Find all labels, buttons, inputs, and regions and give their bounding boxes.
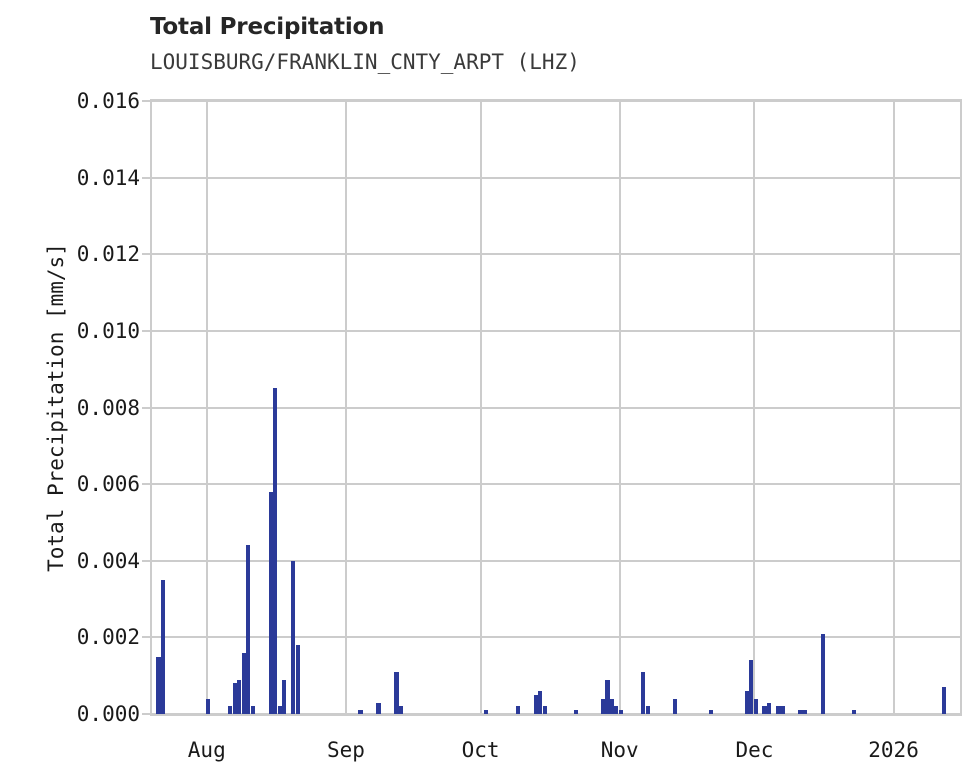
bar <box>295 645 300 714</box>
x-tick-label: Oct <box>461 738 500 762</box>
gridline-horizontal <box>152 406 960 409</box>
bar <box>358 710 363 714</box>
bar <box>515 706 520 714</box>
chart-title: Total Precipitation <box>150 14 385 40</box>
gridline-horizontal <box>152 636 960 639</box>
y-tick-mark <box>142 713 150 715</box>
bar <box>398 706 403 714</box>
bar <box>820 633 825 714</box>
y-tick-mark <box>142 483 150 486</box>
bar <box>802 710 807 714</box>
plot-inner <box>152 101 960 714</box>
gridline-vertical <box>205 101 208 714</box>
y-tick-mark <box>142 253 150 256</box>
gridline-vertical <box>753 101 756 714</box>
bar <box>780 706 785 714</box>
gridline-vertical <box>618 101 621 714</box>
bar <box>542 706 547 714</box>
bar <box>376 702 381 714</box>
bar <box>605 679 610 714</box>
chart-subtitle: LOUISBURG/FRANKLIN_CNTY_ARPT (LHZ) <box>150 50 580 74</box>
x-tick-label: Aug <box>187 738 226 762</box>
bar <box>156 656 161 714</box>
bar <box>268 491 273 714</box>
bar <box>618 710 623 714</box>
y-tick-mark <box>142 636 150 639</box>
bar <box>645 706 650 714</box>
bar <box>573 710 579 714</box>
bar <box>775 706 781 714</box>
y-tick-mark <box>142 329 150 332</box>
y-tick-mark <box>142 100 150 102</box>
bar <box>160 579 166 714</box>
x-tick-label: Dec <box>735 738 774 762</box>
gridline-horizontal <box>152 101 960 102</box>
bar <box>246 545 251 714</box>
y-tick-mark <box>142 176 150 179</box>
x-tick-label: 2026 <box>868 738 919 762</box>
y-tick-label: 0.012 <box>76 242 140 267</box>
bar <box>852 710 857 714</box>
bar <box>942 687 947 714</box>
bar <box>609 698 614 714</box>
gridline-horizontal <box>152 559 960 562</box>
bar <box>533 694 538 714</box>
bar <box>484 710 489 714</box>
bar <box>205 698 210 714</box>
gridline-horizontal <box>152 329 960 332</box>
bar <box>250 706 255 714</box>
y-tick-label: 0.000 <box>76 702 140 726</box>
y-tick-label: 0.002 <box>76 625 140 650</box>
bar <box>282 679 287 714</box>
bar <box>394 671 399 714</box>
gridline-vertical <box>344 101 347 714</box>
y-tick-label: 0.014 <box>76 165 140 190</box>
y-tick-mark <box>142 559 150 562</box>
bar <box>600 698 605 714</box>
bar <box>273 388 278 714</box>
gridline-horizontal <box>152 176 960 179</box>
gridline-vertical <box>892 101 895 714</box>
y-tick-mark <box>142 406 150 409</box>
bar <box>614 706 619 714</box>
y-tick-label: 0.010 <box>76 318 140 343</box>
gridline-vertical <box>479 101 482 714</box>
y-tick-label: 0.016 <box>76 89 140 113</box>
bar <box>241 652 246 714</box>
y-axis-tick-labels: 0.000 0.002 0.004 0.006 0.008 0.010 0.012 0.014… <box>0 0 150 780</box>
bar <box>291 560 296 714</box>
bar <box>277 706 282 714</box>
x-tick-label: Nov <box>600 738 639 762</box>
bar <box>749 660 754 714</box>
bar <box>538 691 543 714</box>
bar <box>641 671 646 714</box>
y-tick-label: 0.008 <box>76 395 140 420</box>
gridline-horizontal <box>152 483 960 486</box>
bar <box>708 710 713 714</box>
bar <box>762 706 767 714</box>
bar <box>672 698 677 714</box>
bar <box>753 698 758 714</box>
gridline-horizontal <box>152 713 960 714</box>
bar <box>798 710 803 714</box>
bar <box>744 691 749 714</box>
x-tick-label: Sep <box>326 738 365 762</box>
bar <box>766 702 772 714</box>
plot-area <box>150 99 962 716</box>
y-tick-label: 0.006 <box>76 472 140 497</box>
y-tick-label: 0.004 <box>76 548 140 573</box>
bar <box>237 679 242 714</box>
bar <box>232 683 237 714</box>
gridline-horizontal <box>152 253 960 256</box>
bar <box>228 706 233 714</box>
